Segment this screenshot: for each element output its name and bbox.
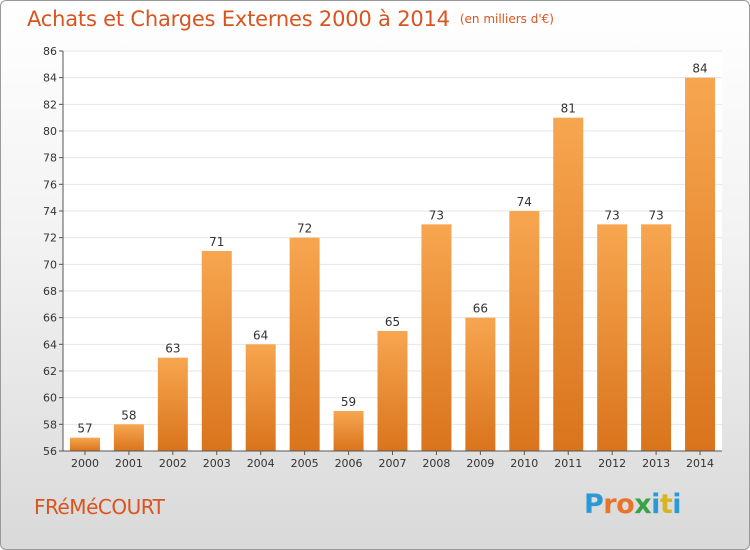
y-tick-label: 62 [43,365,57,378]
y-tick-label: 76 [43,178,57,191]
y-tick-label: 66 [43,312,57,325]
x-tick-label: 2005 [291,457,319,470]
x-tick-label: 2002 [159,457,187,470]
x-tick-label: 2012 [598,457,626,470]
data-label: 64 [253,328,268,342]
logo-letter: r [603,489,617,520]
y-tick-label: 70 [43,258,57,271]
x-tick-label: 2009 [466,457,494,470]
logo-letter: x [634,489,652,520]
bar [289,237,320,451]
data-label: 63 [165,342,180,356]
bar [509,211,540,451]
bar [113,424,144,451]
data-label: 81 [561,102,576,116]
y-tick-label: 60 [43,392,57,405]
y-tick-label: 74 [43,205,57,218]
x-tick-label: 2010 [510,457,538,470]
x-tick-label: 2011 [554,457,582,470]
logo-letter: i [651,489,660,520]
data-label: 73 [648,208,663,222]
bars: 57 58 63 71 64 72 59 65 73 66 74 81 73 73 84 [69,62,716,452]
logo-letter: i [672,489,682,520]
x-tick-label: 2014 [686,457,714,470]
logo-letter: t [659,489,673,520]
x-axis-labels: 2000 2001 2002 2003 2004 2005 2006 2007 2008 2009… [71,451,714,470]
data-label: 73 [605,208,620,222]
data-label: 84 [692,62,707,76]
bar [377,331,408,451]
bar [245,344,276,451]
y-tick-label: 58 [43,418,57,431]
logo-letter: P [584,489,604,520]
bar [69,437,100,451]
x-tick-label: 2008 [422,457,450,470]
x-tick-label: 2013 [642,457,670,470]
y-axis-ticks: 56 58 60 62 64 66 68 70 72 74 76 78 80 82 84 86 [43,45,63,458]
y-tick-label: 86 [43,45,57,58]
y-tick-label: 56 [43,445,57,458]
data-label: 71 [209,235,224,249]
data-label: 58 [121,408,136,422]
y-tick-label: 72 [43,232,57,245]
x-tick-label: 2003 [203,457,231,470]
data-label: 57 [77,422,92,436]
bar [553,117,584,452]
bar [641,224,672,451]
x-tick-label: 2000 [71,457,99,470]
bar [157,357,188,451]
x-tick-label: 2006 [335,457,363,470]
bar [597,224,628,451]
data-label: 73 [429,208,444,222]
x-tick-label: 2004 [247,457,275,470]
data-label: 65 [385,315,400,329]
bar [201,251,232,451]
logo-letter: o [616,489,635,520]
data-label: 66 [473,302,488,316]
chart-title-text: Achats et Charges Externes 2000 à 2014 [27,7,450,31]
chart-title: Achats et Charges Externes 2000 à 2014 (e… [27,7,554,31]
y-tick-label: 84 [43,72,57,85]
x-tick-label: 2007 [379,457,407,470]
data-label: 72 [297,222,312,236]
y-tick-label: 80 [43,125,57,138]
bar [333,411,364,451]
data-label: 74 [517,195,532,209]
y-tick-label: 68 [43,285,57,298]
bar [421,224,452,451]
x-tick-label: 2001 [115,457,143,470]
proxiti-logo: Proxiti [584,489,682,520]
chart-unit: (en milliers d'€) [459,12,554,26]
data-label: 59 [341,395,356,409]
commune-name: FRéMéCOURT [34,495,165,519]
y-tick-label: 78 [43,152,57,165]
y-tick-label: 82 [43,98,57,111]
y-tick-label: 64 [43,338,57,351]
bar [465,317,496,451]
bar [685,77,716,452]
